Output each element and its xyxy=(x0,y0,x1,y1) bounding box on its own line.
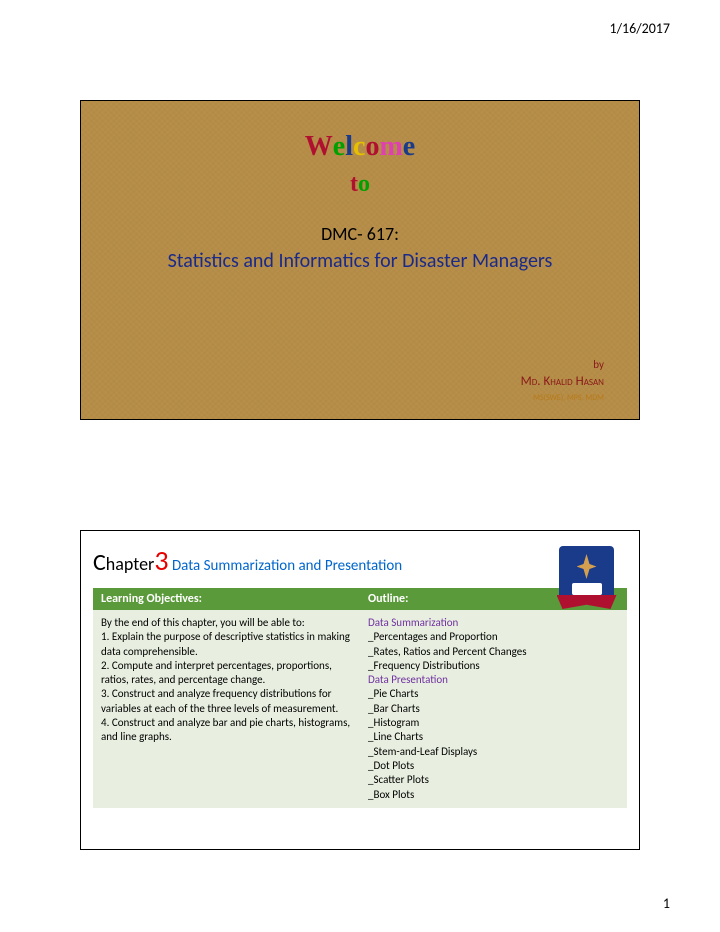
author-credentials: MS(SWE), MPS, MDM xyxy=(533,393,604,403)
course-code: DMC- 617: xyxy=(81,223,639,245)
col-header-objectives: Learning Objectives: xyxy=(93,588,360,610)
chapter-hapter: hapter xyxy=(106,553,155,575)
welcome-letter: e xyxy=(333,131,345,163)
course-title: Statistics and Informatics for Disaster … xyxy=(81,249,639,273)
outline-item: _Pie Charts xyxy=(368,687,619,701)
chapter-c: C xyxy=(93,548,106,577)
page: 1/16/2017 1 Welcome to DMC- 617: Statist… xyxy=(0,0,720,932)
outline-item: _Histogram xyxy=(368,716,619,730)
welcome-letter: o xyxy=(365,131,379,163)
welcome-letter: c xyxy=(353,131,365,163)
outline-item: _Dot Plots xyxy=(368,759,619,773)
outline-item: _Frequency Distributions xyxy=(368,659,619,673)
chapter-number: 3 xyxy=(154,543,168,578)
to-letter: t xyxy=(350,171,358,197)
slide-chapter: Chapter3 Data Summarization and Presenta… xyxy=(80,530,640,850)
outline-item: _Percentages and Proportion xyxy=(368,630,619,644)
objectives-cell: By the end of this chapter, you will be … xyxy=(93,610,360,808)
welcome-word: Welcome xyxy=(81,131,639,163)
outline-item: _Bar Charts xyxy=(368,702,619,716)
outline-section: Data Presentation xyxy=(368,673,619,687)
university-logo xyxy=(559,546,614,611)
chapter-subtitle: Data Summarization and Presentation xyxy=(172,557,402,575)
by-label: by xyxy=(593,358,604,371)
author-name: Md. Khalid Hasan xyxy=(521,374,604,389)
to-letter: o xyxy=(358,171,370,197)
page-number: 1 xyxy=(663,895,670,912)
outline-item: _Rates, Ratios and Percent Changes xyxy=(368,645,619,659)
shield-icon xyxy=(559,546,614,601)
welcome-letter: e xyxy=(403,131,415,163)
objective-item: 3. Construct and analyze frequency distr… xyxy=(101,687,352,716)
outline-item: _Stem-and-Leaf Displays xyxy=(368,745,619,759)
outline-cell: Data Summarization_Percentages and Propo… xyxy=(360,610,627,808)
outline-item: _Line Charts xyxy=(368,730,619,744)
outline-item: _Box Plots xyxy=(368,788,619,802)
to-word: to xyxy=(81,171,639,198)
objective-item: 2. Compute and interpret percentages, pr… xyxy=(101,659,352,688)
welcome-letter: m xyxy=(379,131,402,163)
welcome-letter: W xyxy=(305,131,333,163)
chapter-heading: Chapter3 Data Summarization and Presenta… xyxy=(93,543,627,578)
outline-section: Data Summarization xyxy=(368,616,619,630)
objectives-intro: By the end of this chapter, you will be … xyxy=(101,616,352,630)
welcome-letter: l xyxy=(345,131,353,163)
objective-item: 1. Explain the purpose of descriptive st… xyxy=(101,630,352,659)
objectives-table: Learning Objectives: Outline: By the end… xyxy=(93,588,627,808)
page-date: 1/16/2017 xyxy=(610,20,670,37)
outline-item: _Scatter Plots xyxy=(368,773,619,787)
objective-item: 4. Construct and analyze bar and pie cha… xyxy=(101,716,352,745)
slide-welcome: Welcome to DMC- 617: Statistics and Info… xyxy=(80,100,640,420)
